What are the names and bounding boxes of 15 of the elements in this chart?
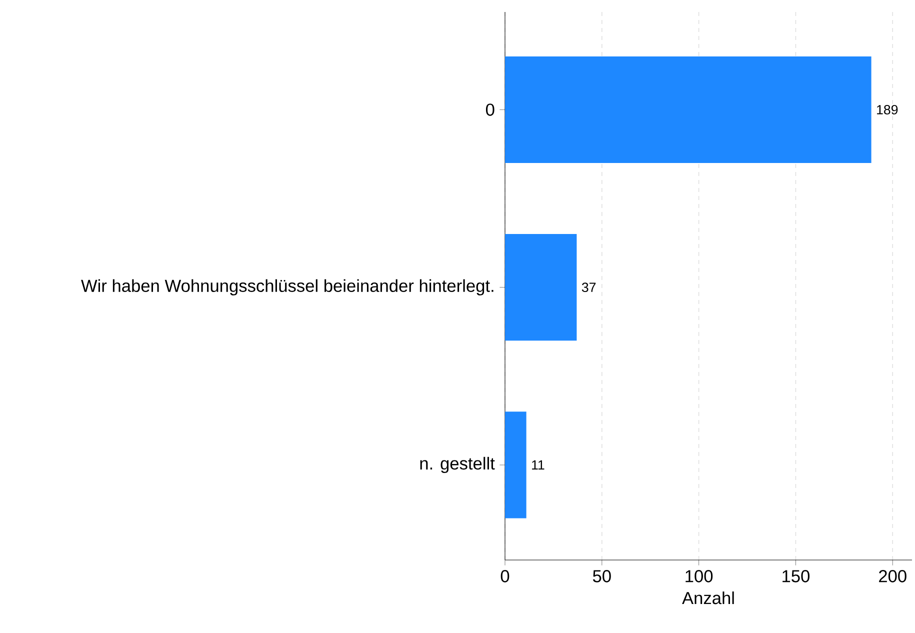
x-tick-label: 50 (592, 570, 611, 582)
x-axis-title: Anzahl (682, 591, 734, 604)
x-tick-label: 150 (782, 570, 810, 582)
y-tick-label: n. gestellt (420, 456, 495, 474)
x-tick-label: 0 (500, 570, 510, 582)
data-label: 11 (532, 460, 544, 470)
bar (505, 56, 872, 163)
y-tick-label: 0 (486, 104, 494, 116)
y-tick-label: Wir haben Wohnungsschlüssel beieinander hinterlegt. (81, 279, 494, 296)
x-tick-label: 200 (879, 570, 906, 582)
data-label: 37 (582, 282, 596, 292)
data-label: 189 (877, 104, 898, 114)
bar (505, 234, 577, 341)
bar (505, 412, 526, 518)
x-tick-label: 100 (686, 570, 713, 582)
